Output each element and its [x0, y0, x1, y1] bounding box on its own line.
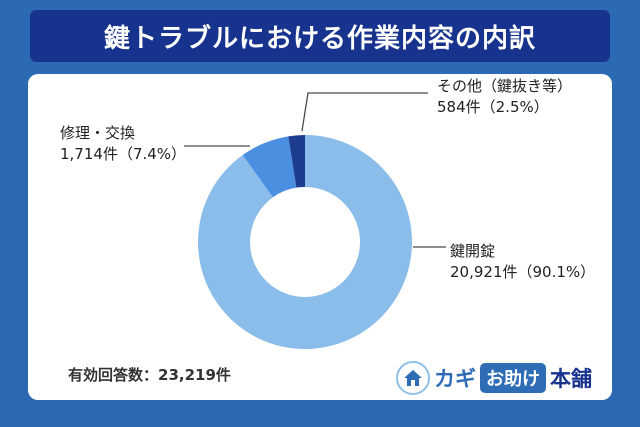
house-icon-svg [404, 370, 422, 386]
valid-responses-note: 有効回答数：23,219件 [68, 366, 231, 384]
segment-callout-sonota: その他（鍵抜き等） 584件（2.5%） [437, 76, 572, 118]
segment-callout-shuri: 修理・交換 1,714件（7.4%） [60, 123, 186, 165]
donut-segment-sonota [288, 135, 305, 188]
segment-callout-kaijo-label: 鍵開錠 [450, 242, 496, 260]
logo-text-honpo: 本舗 [550, 367, 592, 391]
segment-callout-shuri-value: 1,714件（7.4%） [60, 145, 187, 163]
title-banner: 鍵トラブルにおける作業内容の内訳 [30, 10, 610, 62]
house-icon [396, 361, 430, 395]
logo-text-otasuke: お助け [480, 363, 546, 393]
segment-callout-kaijo-value: 20,921件（90.1%） [450, 263, 596, 281]
donut-segment-kaijo [197, 135, 412, 349]
logo-text-kagi: カギ [434, 367, 476, 391]
donut-segment-shuri [242, 136, 297, 198]
segment-callout-sonota-label: その他（鍵抜き等） [437, 77, 573, 95]
segment-callout-sonota-value: 584件（2.5%） [437, 98, 549, 116]
donut-chart [195, 132, 415, 352]
donut-svg [197, 135, 412, 349]
segment-callout-shuri-label: 修理・交換 [60, 124, 136, 142]
page-title: 鍵トラブルにおける作業内容の内訳 [103, 23, 536, 54]
company-logo: カギ お助け 本舗 [396, 358, 592, 398]
segment-callout-kaijo: 鍵開錠 20,921件（90.1%） [450, 241, 595, 283]
